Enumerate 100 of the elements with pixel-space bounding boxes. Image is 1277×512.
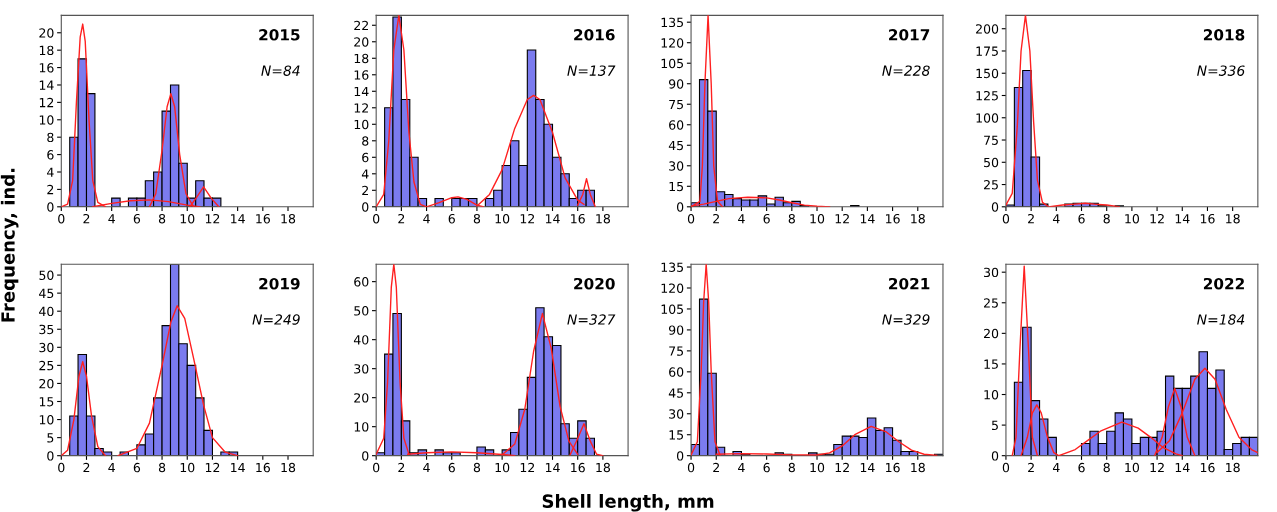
y-tick-label: 45 — [39, 288, 54, 299]
y-tick-label: 135 — [661, 17, 684, 28]
x-tick-label: 14 — [545, 463, 560, 473]
text: 2022 — [1203, 277, 1244, 290]
y-tick-label: 4 — [361, 169, 369, 179]
y-tick-label: 50 — [984, 157, 999, 168]
x-tick-label: 12 — [520, 213, 535, 224]
x-tick-label: 12 — [205, 213, 220, 224]
y-tick-label: 40 — [39, 306, 54, 317]
y-tick-label: 15 — [984, 359, 998, 369]
y-tick-label: 14 — [39, 80, 54, 90]
x-tick-label: 12 — [205, 462, 220, 473]
x-tick-label: 18 — [281, 462, 296, 473]
x-tick-label: 14 — [1175, 463, 1190, 473]
y-tick-label: 15 — [39, 397, 54, 407]
y-tick-label: 90 — [669, 79, 684, 89]
x-tick-label: 18 — [1226, 462, 1240, 473]
y-tick-label: 25 — [39, 360, 54, 371]
x-tick-label: 12 — [835, 462, 849, 473]
x-tick-label: 10 — [180, 213, 195, 224]
y-tick-label: 30 — [669, 409, 684, 419]
y-tick-label: 8 — [47, 132, 54, 143]
y-tick-label: 10 — [984, 389, 999, 400]
y-tick-label: 4 — [47, 167, 54, 177]
x-tick-label: 14 — [231, 214, 245, 224]
y-tick-label: 25 — [984, 298, 998, 308]
y-tick-label: 10 — [39, 115, 54, 125]
annotation: N=84 — [261, 65, 300, 76]
y-tick-label: 20 — [39, 28, 54, 38]
x-tick-label: 18 — [596, 462, 610, 473]
y-tick-label: 60 — [669, 367, 684, 377]
y-tick-label: 6 — [47, 150, 54, 160]
x-tick-label: 10 — [1125, 213, 1140, 224]
y-tick-label: 14 — [354, 86, 369, 97]
x-tick-label: 8 — [1103, 213, 1110, 224]
x-tick-label: 4 — [1052, 463, 1060, 473]
y-tick-label: 105 — [661, 304, 684, 314]
y-tick-label: 120 — [661, 38, 684, 48]
y-tick-label: 175 — [976, 46, 998, 56]
x-tick-label: 2 — [398, 462, 405, 473]
y-tick-label: 30 — [354, 364, 369, 374]
y-tick-label: 135 — [661, 262, 684, 272]
x-tick-label: 14 — [1175, 214, 1190, 224]
y-tick-label: 40 — [353, 335, 369, 345]
x-tick-label: 6 — [763, 213, 770, 224]
y-tick-label: 10 — [39, 415, 54, 425]
x-tick-label: 6 — [448, 213, 455, 224]
x-tick-label: 12 — [835, 213, 849, 224]
y-tick-label: 16 — [354, 70, 369, 80]
x-axis-title: Shell length, mm — [542, 493, 714, 512]
x-tick-label: 4 — [108, 214, 115, 224]
y-tick-label: 60 — [354, 277, 369, 287]
y-tick-label: 120 — [661, 283, 684, 293]
x-tick-label: 2 — [713, 213, 719, 224]
y-tick-label: 75 — [669, 346, 684, 356]
y-tick-label: 0 — [362, 451, 369, 461]
text: 2019 — [259, 277, 300, 290]
x-tick-label: 6 — [763, 462, 770, 473]
x-tick-label: 0 — [1002, 213, 1010, 224]
x-tick-label: 8 — [788, 462, 795, 473]
y-tick-label: 200 — [976, 24, 999, 34]
y-tick-label: 5 — [47, 433, 54, 443]
x-tick-label: 0 — [58, 462, 65, 473]
text: 2016 — [574, 29, 615, 41]
x-tick-label: 16 — [571, 462, 585, 473]
x-tick-label: 16 — [256, 213, 270, 224]
x-tick-label: 2 — [1028, 462, 1034, 473]
x-tick-label: 0 — [687, 213, 695, 224]
x-tick-label: 18 — [911, 213, 925, 224]
y-tick-label: 0 — [991, 451, 999, 461]
x-tick-label: 6 — [1078, 462, 1085, 473]
y-tick-label: 90 — [669, 325, 684, 335]
x-tick-label: 18 — [281, 213, 296, 224]
y-tick-label: 75 — [669, 99, 684, 110]
x-tick-label: 16 — [571, 213, 585, 224]
annotation: N=327 — [567, 314, 616, 325]
x-tick-label: 10 — [810, 213, 825, 224]
x-tick-label: 16 — [886, 462, 900, 473]
x-tick-label: 14 — [231, 463, 245, 473]
y-tick-label: 20 — [354, 393, 369, 403]
x-tick-label: 6 — [1078, 213, 1085, 224]
x-tick-label: 2 — [713, 462, 719, 473]
x-tick-label: 2 — [398, 213, 405, 224]
y-tick-label: 6 — [362, 152, 369, 163]
y-tick-label: 30 — [984, 267, 999, 278]
x-tick-label: 2 — [83, 462, 90, 473]
y-tick-label: 5 — [992, 420, 998, 431]
x-tick-label: 18 — [911, 462, 925, 473]
text: 2021 — [889, 277, 930, 290]
y-tick-label: 150 — [976, 68, 999, 79]
y-tick-label: 75 — [984, 135, 998, 145]
y-tick-label: 105 — [661, 58, 684, 69]
x-tick-label: 2 — [83, 213, 90, 224]
y-tick-label: 0 — [676, 202, 684, 212]
y-tick-label: 10 — [354, 422, 369, 432]
text: 2018 — [1203, 29, 1245, 41]
y-tick-label: 8 — [362, 136, 369, 146]
x-tick-label: 4 — [738, 463, 745, 473]
x-tick-label: 18 — [1226, 213, 1240, 224]
x-tick-label: 4 — [108, 463, 115, 473]
